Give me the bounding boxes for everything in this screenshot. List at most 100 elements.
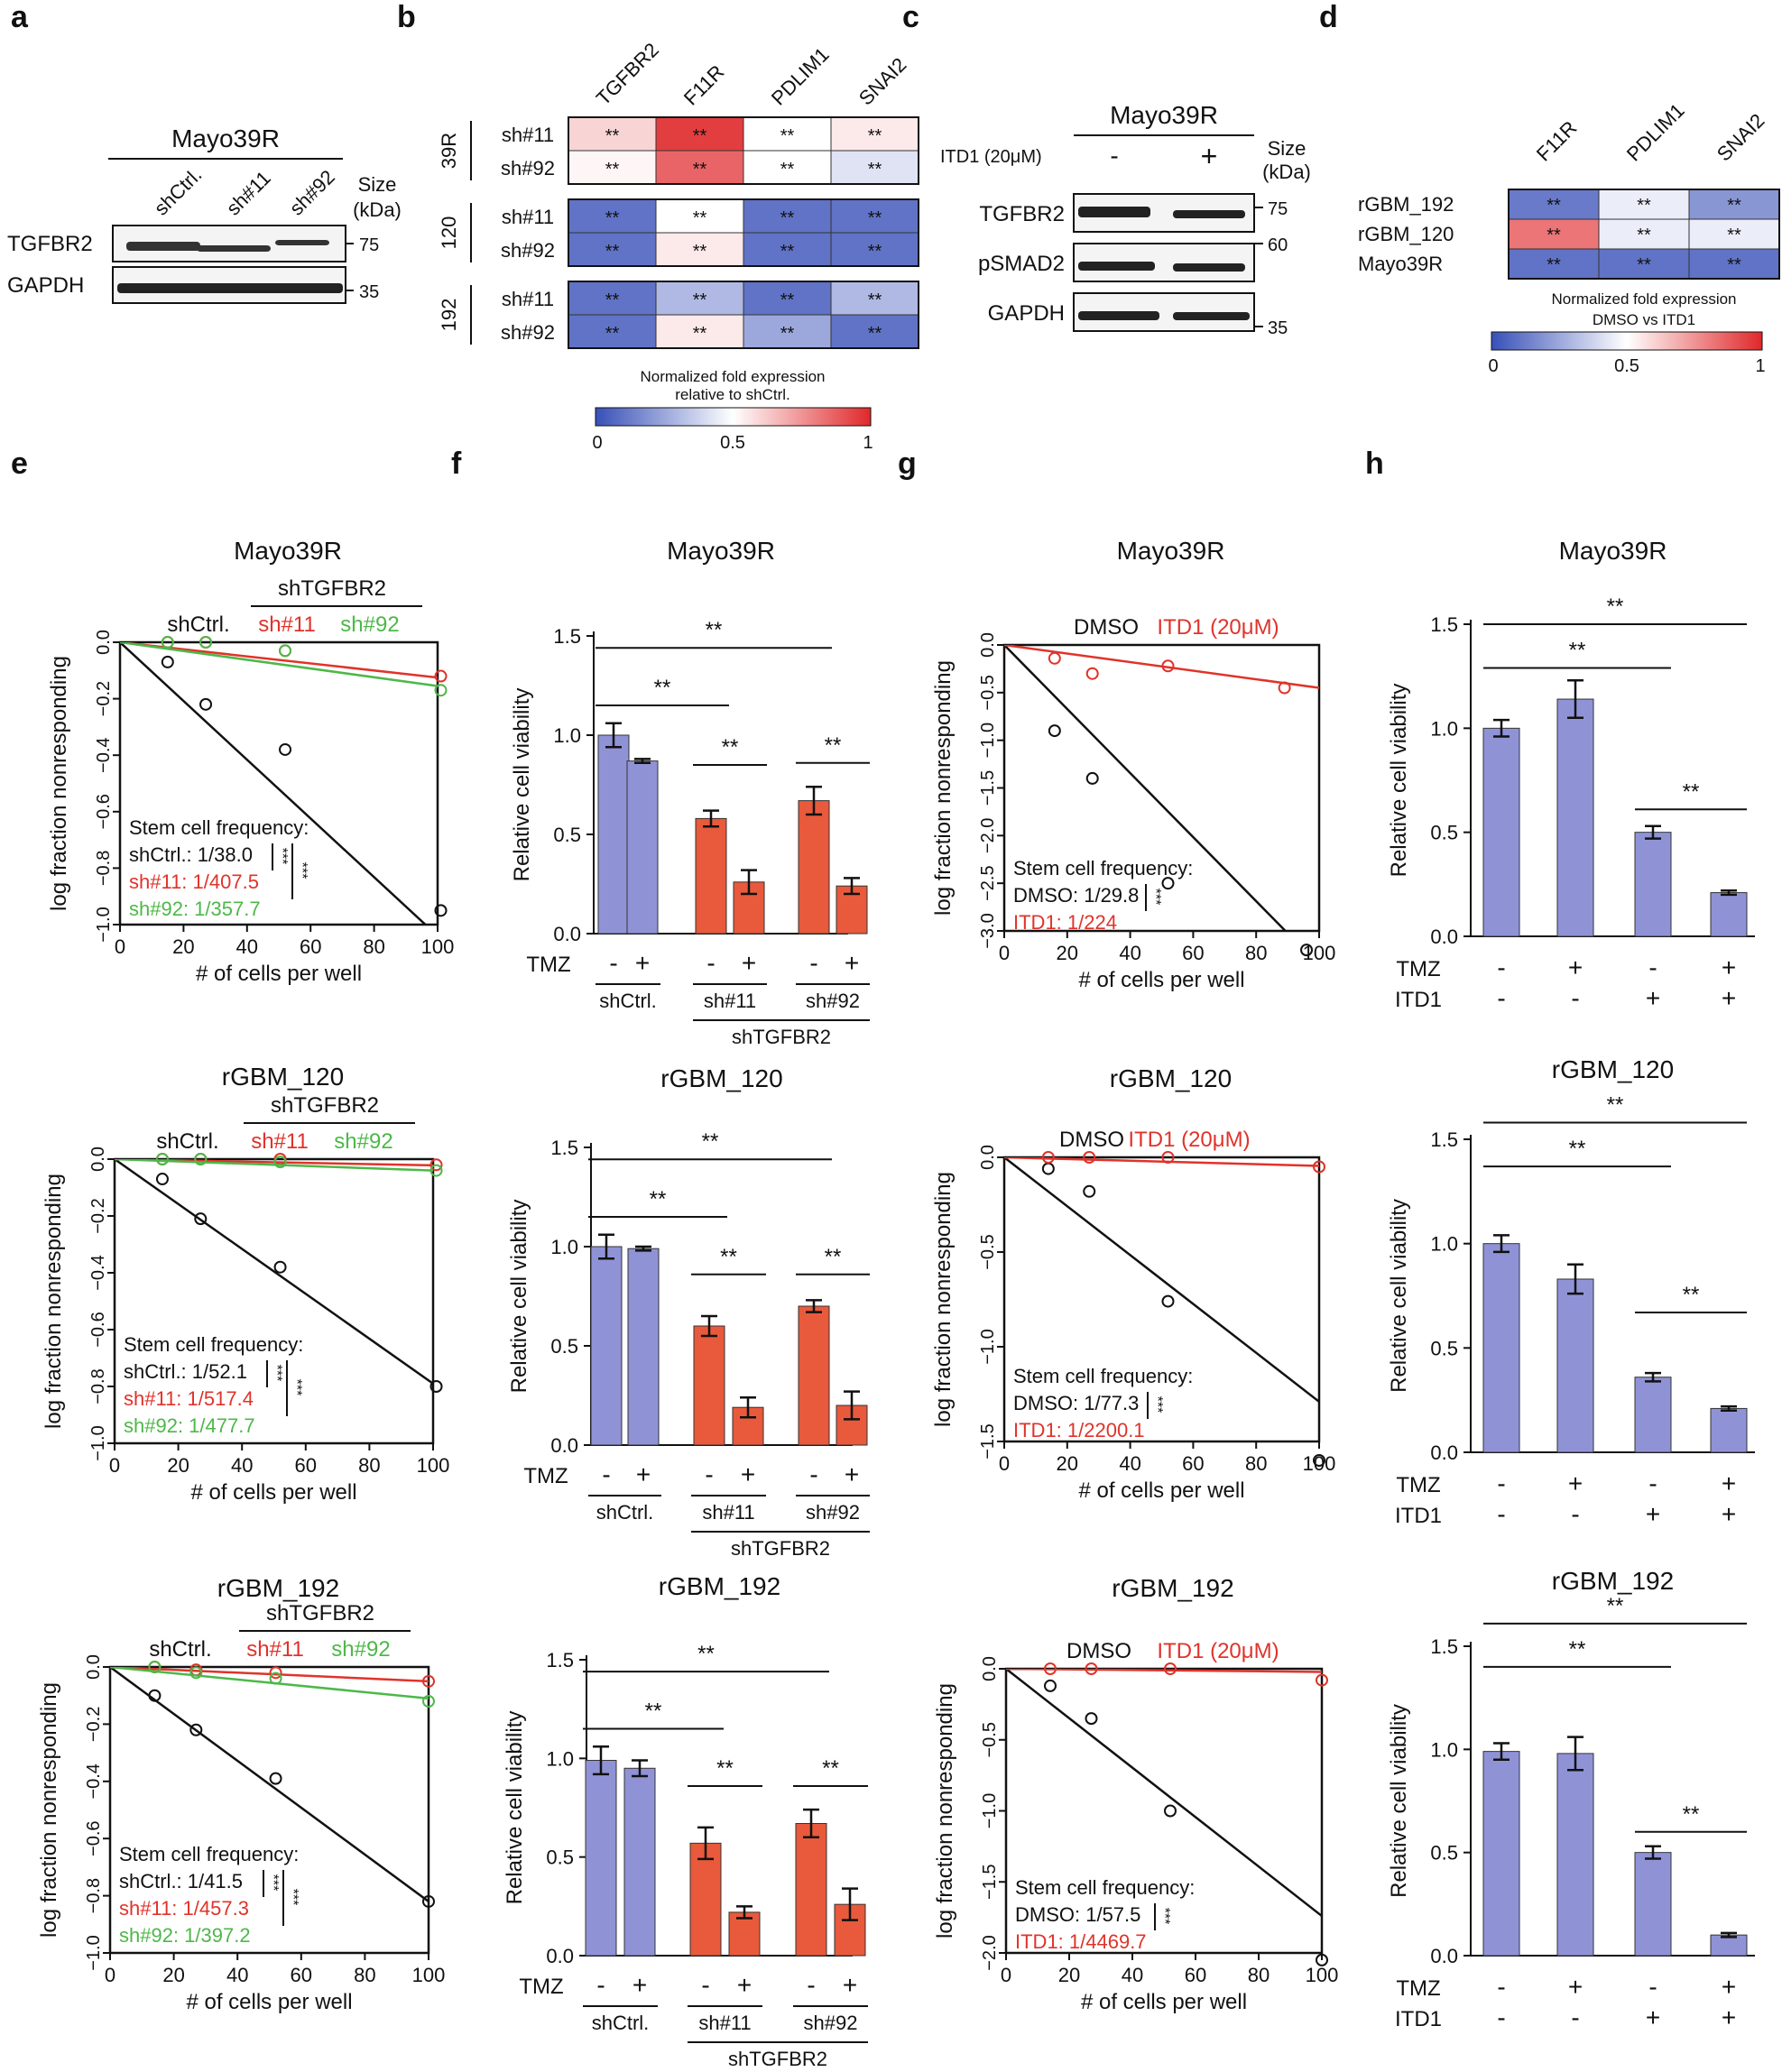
condition-sign: + bbox=[632, 1971, 647, 1999]
heatmap-star: ** bbox=[780, 208, 795, 228]
y-tick-label: 1.0 bbox=[1430, 1738, 1458, 1761]
x-tick-label: 100 bbox=[421, 935, 455, 958]
heatmap-cell bbox=[655, 232, 744, 267]
group-label: sh#92 bbox=[804, 2012, 858, 2034]
sig-label: *** bbox=[274, 848, 290, 865]
bar bbox=[1634, 1852, 1672, 1957]
heatmap-cell bbox=[1508, 218, 1600, 250]
blot-band bbox=[1173, 263, 1245, 272]
condition-sign: - bbox=[809, 1460, 817, 1488]
x-axis-label: # of cells per well bbox=[196, 962, 362, 986]
blot-band bbox=[1173, 210, 1245, 218]
fit-line-black bbox=[115, 1159, 433, 1385]
sig-label: *** bbox=[1150, 1396, 1165, 1414]
y-axis-label: log fraction nonresponding bbox=[933, 1683, 957, 1938]
blot-band bbox=[1173, 312, 1250, 320]
heatmap-star: ** bbox=[605, 290, 620, 310]
legend-entry-red: ITD1 (20μM) bbox=[1157, 615, 1279, 640]
blot-row-label: TGFBR2 bbox=[7, 232, 93, 256]
data-point-red bbox=[422, 1674, 435, 1688]
group-label: shCtrl. bbox=[599, 990, 657, 1012]
group-label: sh#11 bbox=[698, 2012, 751, 2034]
bar bbox=[1482, 727, 1520, 937]
y-tick-label: −1.5 bbox=[978, 770, 998, 806]
x-tick-label: 80 bbox=[1245, 1452, 1267, 1475]
treatment-label: ITD1 (20μM) bbox=[940, 147, 1042, 167]
y-tick-label: −0.6 bbox=[94, 794, 114, 829]
heatmap-star: ** bbox=[868, 160, 882, 180]
y-tick-label: −1.5 bbox=[980, 1865, 1000, 1900]
y-axis-label: Relative cell viability bbox=[1387, 684, 1411, 878]
colorbar-tick: 1 bbox=[863, 433, 873, 453]
sig-label: ** bbox=[654, 676, 671, 700]
bar bbox=[1634, 832, 1672, 937]
sig-label: *** bbox=[1157, 1908, 1172, 1925]
sig-label: ** bbox=[1607, 594, 1624, 619]
y-tick-label: 1.0 bbox=[553, 724, 581, 747]
sig-label: ** bbox=[697, 1642, 715, 1666]
y-tick-label: 0.0 bbox=[553, 923, 581, 945]
y-tick-label: −1.0 bbox=[94, 907, 114, 942]
y-axis-label: log fraction nonresponding bbox=[47, 656, 71, 911]
condition-sign: + bbox=[1722, 1469, 1736, 1497]
y-tick-label: 0.0 bbox=[980, 1656, 1000, 1681]
x-axis-label: # of cells per well bbox=[1081, 1990, 1247, 2014]
colorbar-tick: 0.5 bbox=[1614, 356, 1639, 376]
x-tick-label: 60 bbox=[295, 1454, 317, 1477]
x-axis-label: # of cells per well bbox=[1078, 968, 1244, 992]
condition-row-label: TMZ bbox=[1396, 1473, 1440, 1497]
y-tick-label: 1.5 bbox=[553, 625, 581, 648]
bar bbox=[795, 1822, 827, 1957]
y-tick-label: −0.8 bbox=[84, 1878, 104, 1913]
x-tick-label: 20 bbox=[162, 1964, 184, 1986]
size-unit: (kDa) bbox=[1262, 161, 1311, 183]
heatmap-star: ** bbox=[1547, 196, 1561, 216]
condition-sign: - bbox=[1648, 953, 1657, 981]
x-tick-label: 100 bbox=[1303, 1452, 1336, 1475]
data-point-black bbox=[194, 1212, 208, 1226]
condition-sign: - bbox=[1497, 2003, 1505, 2031]
y-tick-label: −0.6 bbox=[88, 1312, 108, 1347]
heatmap-star: ** bbox=[1727, 226, 1741, 245]
sig-label: ** bbox=[1683, 1283, 1700, 1307]
panel-letter-h: h bbox=[1365, 447, 1384, 481]
data-point-red bbox=[1161, 1151, 1175, 1164]
data-point-red bbox=[269, 1666, 282, 1680]
data-point-red bbox=[1048, 651, 1061, 665]
y-tick-label: 0.0 bbox=[978, 1145, 998, 1170]
condition-row-label: TMZ bbox=[1396, 1976, 1440, 2001]
heatmap-cell bbox=[743, 314, 832, 349]
heatmap-block bbox=[1508, 189, 1780, 280]
sig-label: ** bbox=[720, 1245, 737, 1269]
y-tick-label: 1.0 bbox=[1430, 717, 1458, 740]
x-tick-label: 20 bbox=[1058, 1964, 1080, 1986]
fit-line-green bbox=[110, 1667, 429, 1700]
data-point-black bbox=[1313, 1454, 1325, 1467]
fit-line-black bbox=[1004, 1157, 1319, 1403]
x-tick-label: 0 bbox=[109, 1454, 120, 1477]
bar bbox=[798, 1305, 830, 1446]
data-point-black bbox=[1041, 1162, 1055, 1175]
panel-letter-d: d bbox=[1319, 0, 1338, 34]
colorbar-title: Normalized fold expression bbox=[640, 368, 825, 385]
stem-freq-value: sh#11: 1/517.4 bbox=[124, 1387, 254, 1410]
condition-sign: + bbox=[1722, 1973, 1736, 2001]
plot-title: rGBM_192 bbox=[1552, 1567, 1674, 1595]
condition-row-label: TMZ bbox=[523, 1464, 568, 1488]
y-tick-label: −0.2 bbox=[94, 681, 114, 716]
stem-freq-value: sh#92: 1/357.7 bbox=[129, 898, 261, 920]
condition-sign: - bbox=[1497, 1973, 1505, 2001]
plot-title: rGBM_120 bbox=[660, 1064, 782, 1092]
condition-sign: - bbox=[1648, 1973, 1657, 2001]
blot-band bbox=[126, 242, 200, 251]
blot-title: Mayo39R bbox=[171, 124, 280, 152]
heatmap-col-label: SNAI2 bbox=[1713, 109, 1769, 166]
stem-freq-value: shCtrl.: 1/41.5 bbox=[119, 1870, 243, 1892]
heatmap-cell bbox=[1598, 218, 1690, 250]
marker: 75 bbox=[359, 235, 379, 255]
super-group-label: shTGFBR2 bbox=[731, 1537, 830, 1560]
stem-freq-title: Stem cell frequency: bbox=[119, 1843, 299, 1865]
x-tick-label: 0 bbox=[999, 942, 1010, 964]
sig-label: ** bbox=[825, 1245, 842, 1269]
sig-label: ** bbox=[1607, 1594, 1624, 1618]
